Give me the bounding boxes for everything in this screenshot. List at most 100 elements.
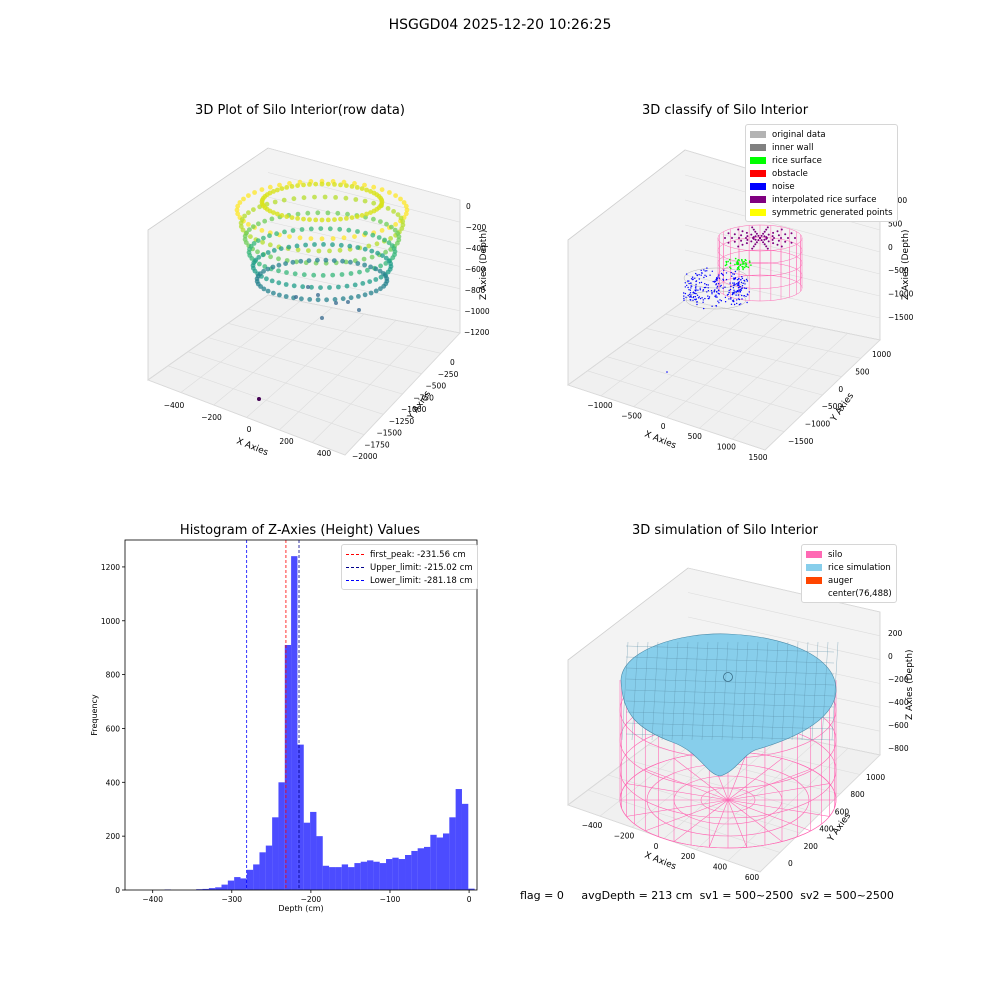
classify-noise-point — [733, 291, 736, 293]
hist-x-tick-label: −400 — [142, 895, 163, 904]
raw-data-point — [246, 193, 251, 199]
classify-noise-point — [741, 285, 744, 287]
hist-x-tick-label: −300 — [221, 895, 242, 904]
raw-data-point — [344, 183, 349, 189]
classify-noise-point — [734, 278, 736, 280]
legend-swatch — [806, 577, 822, 584]
raw-data-point — [295, 216, 300, 221]
classify-z-label: Z Axies (Depth) — [901, 229, 911, 300]
raw-data-point — [333, 195, 338, 200]
sim-mesh-line — [621, 641, 629, 741]
classify-noise-point — [699, 297, 702, 300]
classify-x-tick-label: −1000 — [587, 401, 613, 410]
raw-y-tick-label: −1500 — [377, 429, 403, 438]
raw-data-point — [281, 197, 287, 203]
classify-noise-point — [733, 303, 736, 306]
raw-data-point — [261, 286, 267, 292]
raw-data-point — [287, 234, 292, 240]
classify-z-tick-label: 1000 — [888, 196, 907, 205]
grid-line — [213, 307, 333, 406]
raw-data-point — [252, 190, 257, 195]
raw-data-point — [349, 184, 355, 189]
classify-legend-item: noise — [750, 180, 893, 193]
raw-data-point — [297, 179, 303, 185]
legend-label: silo — [828, 549, 843, 560]
classify-noise-point — [702, 299, 704, 301]
classify-rice-point — [749, 261, 751, 264]
classify-noise-point — [690, 287, 692, 289]
grid-line — [267, 245, 461, 289]
sim-y-tick-label: 0 — [788, 859, 793, 868]
hist-bar — [196, 889, 203, 890]
raw-data-point — [294, 243, 300, 249]
classify-noise-point — [687, 280, 689, 282]
legend-swatch — [750, 209, 766, 216]
classify-noise-point — [743, 295, 745, 297]
raw-data-point — [313, 181, 319, 187]
classify-interp-point — [737, 245, 740, 248]
classify-noise-point — [733, 282, 735, 284]
raw-data-point — [301, 216, 306, 222]
classify-noise-point — [728, 298, 730, 300]
classify-noise-point — [718, 274, 720, 276]
raw-data-point — [368, 264, 373, 270]
grid-line — [727, 748, 849, 862]
raw-data-point — [349, 215, 355, 221]
hist-bar — [291, 556, 298, 890]
raw-data-point — [312, 242, 317, 247]
classify-noise-point — [733, 284, 735, 286]
legend-swatch — [750, 131, 766, 138]
raw-data-point — [241, 196, 246, 202]
raw-data-point — [291, 283, 297, 289]
hist-y-tick-label: 1000 — [101, 617, 120, 626]
hist-bar — [284, 645, 292, 890]
raw-data-point — [260, 252, 266, 258]
raw-data-point — [261, 235, 266, 241]
hist-bar — [221, 884, 228, 890]
hist-bar — [430, 834, 437, 890]
classify-panel-title: 3D classify of Silo Interior — [641, 103, 809, 118]
raw-data-point — [355, 245, 361, 250]
simulation-legend-item: center(76,488) — [806, 587, 892, 600]
status-avg-depth: avgDepth = 213 cm — [581, 889, 693, 902]
classify-interp-point — [766, 226, 769, 229]
raw-data-point — [295, 211, 301, 217]
hist-bar — [398, 859, 406, 890]
sim-mesh-line — [625, 678, 835, 686]
classify-rice-point — [750, 264, 752, 266]
raw-data-point — [319, 217, 325, 223]
classify-noise-point — [731, 275, 733, 277]
raw-data-point — [381, 283, 387, 289]
raw-data-point — [386, 240, 392, 246]
classify-noise-point — [740, 288, 743, 290]
sim-x-tick-label: 400 — [713, 863, 728, 872]
raw-data-point — [376, 235, 382, 240]
classify-noise-point — [689, 296, 691, 298]
classify-noise-point — [729, 288, 732, 291]
classify-noise-point — [722, 274, 724, 276]
classify-rice-point — [744, 258, 747, 261]
legend-swatch — [806, 551, 822, 558]
classify-noise-point — [732, 287, 735, 289]
legend-label: interpolated rice surface — [772, 194, 877, 205]
hist-panel-title: Histogram of Z-Axies (Height) Values — [179, 523, 421, 538]
classify-interp-point — [772, 242, 775, 245]
classify-noise-point — [712, 280, 714, 283]
classify-noise-point — [690, 285, 692, 287]
raw-data-point — [316, 248, 322, 254]
grid-line — [180, 301, 301, 393]
raw-data-point — [276, 256, 281, 262]
raw-z-tick-label: −1200 — [464, 328, 490, 337]
classify-noise-point — [690, 278, 693, 280]
classify-noise-point — [698, 296, 700, 298]
classify-rice-point — [734, 257, 737, 260]
classify-interp-point — [754, 235, 757, 238]
sim-y-tick-label: 400 — [819, 825, 834, 834]
classify-noise-point — [684, 286, 686, 288]
classify-noise-point — [697, 289, 699, 291]
sim-silo-floor-ring — [700, 787, 756, 813]
hist-bar — [335, 867, 342, 890]
classify-noise-point — [730, 297, 732, 299]
raw-data-point — [341, 179, 347, 185]
classify-y-tick-label: −1000 — [805, 420, 831, 429]
